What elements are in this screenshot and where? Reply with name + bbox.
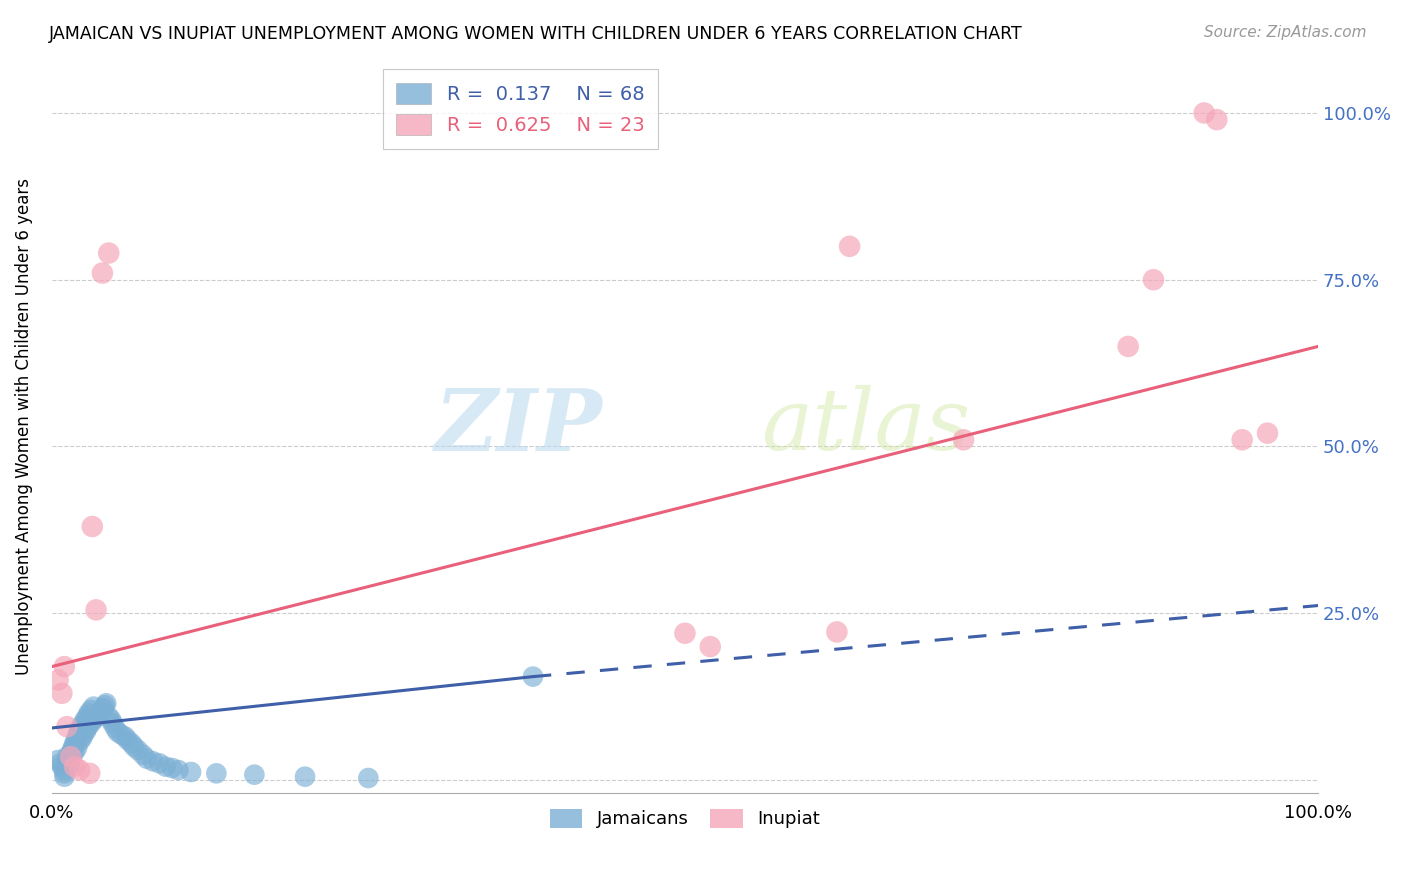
Point (107, 725, 129, 739)
Point (80, 703, 103, 717)
Point (825, 624, 848, 639)
Point (180, 764, 202, 779)
Point (357, 771, 380, 785)
Point (522, 670, 544, 684)
Point (101, 716, 124, 731)
Point (1230, 433, 1253, 447)
Point (160, 761, 183, 775)
Point (76, 709, 98, 723)
Point (63, 759, 86, 773)
Point (56, 720, 79, 734)
Point (59, 751, 82, 765)
Point (205, 766, 228, 780)
Point (46, 673, 69, 687)
Point (46, 753, 69, 767)
Point (77, 706, 100, 721)
Point (51, 686, 73, 700)
Point (838, 239, 860, 253)
Y-axis label: Unemployment Among Women with Children Under 6 years: Unemployment Among Women with Children U… (15, 178, 32, 675)
Point (699, 640, 721, 654)
Point (59, 749, 82, 764)
Point (56, 749, 79, 764)
Point (53, 766, 76, 780)
Point (69, 734, 91, 748)
Text: Source: ZipAtlas.com: Source: ZipAtlas.com (1204, 25, 1367, 40)
Point (72, 716, 94, 731)
Text: JAMAICAN VS INUPIAT UNEMPLOYMENT AMONG WOMEN WITH CHILDREN UNDER 6 YEARS CORRELA: JAMAICAN VS INUPIAT UNEMPLOYMENT AMONG W… (49, 25, 1024, 43)
Point (952, 433, 974, 447)
Point (62, 739, 84, 754)
Point (167, 763, 190, 777)
Point (67, 726, 90, 740)
Point (97, 246, 120, 260)
Point (72, 728, 94, 742)
Point (148, 756, 170, 771)
Point (66, 730, 89, 744)
Point (76, 721, 98, 735)
Point (82, 519, 104, 533)
Point (53, 659, 76, 673)
Point (96, 696, 118, 710)
Point (91, 703, 114, 717)
Point (135, 752, 157, 766)
Point (53, 763, 76, 777)
Point (49, 756, 72, 771)
Point (110, 728, 132, 742)
Point (59, 747, 82, 761)
Point (94, 698, 117, 713)
Point (51, 759, 73, 773)
Point (1256, 426, 1278, 441)
Point (70, 731, 93, 745)
Point (294, 770, 316, 784)
Point (1116, 339, 1139, 353)
Point (60, 743, 83, 757)
Point (127, 743, 149, 757)
Point (60, 747, 83, 762)
Text: atlas: atlas (761, 385, 970, 467)
Point (58, 755, 80, 769)
Text: ZIP: ZIP (434, 384, 603, 468)
Point (63, 745, 86, 759)
Point (673, 626, 696, 640)
Point (53, 770, 76, 784)
Point (243, 767, 266, 781)
Point (117, 733, 139, 747)
Point (1205, 112, 1227, 127)
Point (65, 733, 87, 747)
Point (58, 758, 80, 772)
Point (86, 707, 108, 722)
Point (93, 701, 115, 715)
Point (84, 603, 107, 617)
Legend: Jamaicans, Inupiat: Jamaicans, Inupiat (543, 801, 827, 836)
Point (97, 709, 120, 723)
Point (83, 699, 105, 714)
Point (132, 747, 155, 762)
Point (122, 739, 145, 754)
Point (82, 714, 104, 729)
Point (83, 712, 105, 726)
Point (79, 766, 101, 780)
Point (66, 741, 89, 756)
Point (70, 720, 93, 734)
Point (100, 713, 122, 727)
Point (104, 721, 127, 735)
Point (69, 763, 91, 777)
Point (75, 724, 97, 739)
Point (89, 705, 111, 719)
Point (1142, 273, 1164, 287)
Point (114, 730, 136, 744)
Point (1192, 106, 1215, 120)
Point (87, 706, 110, 721)
Point (91, 266, 114, 280)
Point (142, 755, 165, 769)
Point (73, 713, 96, 727)
Point (69, 723, 91, 737)
Point (121, 736, 143, 750)
Point (79, 717, 101, 731)
Point (84, 709, 107, 723)
Point (63, 736, 86, 750)
Point (155, 759, 177, 773)
